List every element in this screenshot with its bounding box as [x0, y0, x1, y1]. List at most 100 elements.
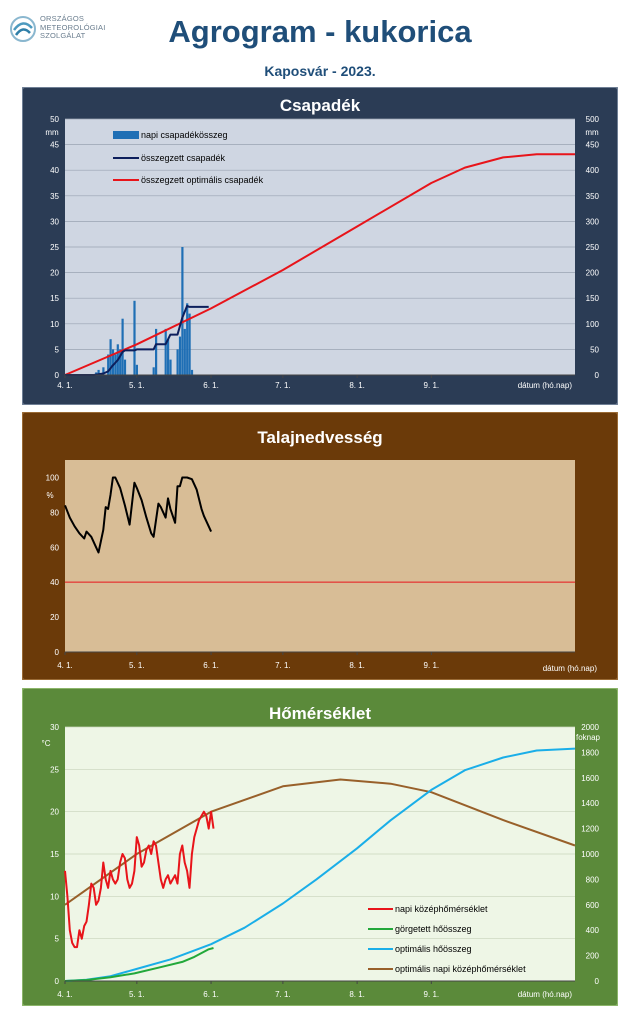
precipitation-chart: 0510152025303540455005010015020025030035… — [22, 87, 618, 405]
x-tick-label: 5. 1. — [129, 661, 145, 670]
soil-moisture-chart: 0 20 40 60 80 100 4. 1. 5. 1. 6. 1. 7. 1. 8. 1. 9. … — [22, 412, 618, 680]
page-subtitle: Kaposvár - 2023. — [264, 63, 376, 79]
left-tick-label: 15 — [50, 850, 59, 859]
left-tick-label: 60 — [50, 543, 59, 552]
rolling-heat-sum-line — [64, 947, 214, 982]
precip-bar — [123, 359, 127, 375]
precip-bar — [169, 359, 172, 375]
right-tick-label: 400 — [586, 166, 600, 175]
precip-bar — [135, 364, 138, 375]
left-tick-label: 0 — [55, 648, 60, 657]
soil-unit: % — [46, 491, 53, 500]
optimal-daily-temp-line — [64, 778, 576, 906]
right-tick-label: 350 — [586, 192, 600, 201]
right-tick-label: 800 — [586, 875, 600, 884]
x-tick-label: 9. 1. — [424, 381, 440, 390]
precip-bar — [109, 339, 112, 375]
left-tick-label: 15 — [50, 294, 59, 303]
right-tick-label: 0 — [595, 977, 600, 986]
x-tick-label: 6. 1. — [203, 990, 219, 999]
right-tick-label: 1600 — [581, 774, 599, 783]
left-tick-label: 5 — [55, 345, 60, 354]
x-tick-label: 4. 1. — [57, 990, 73, 999]
legend-daily-precip: napi csapadékösszeg — [141, 130, 228, 140]
temp-right-unit: foknap — [576, 733, 601, 742]
precip-bar — [111, 349, 115, 375]
legend-opt-precip: összegzett optimális csapadék — [141, 175, 264, 185]
left-tick-label: 5 — [55, 935, 60, 944]
legend-daily-temp: napi középhőmérséklet — [395, 904, 488, 914]
right-tick-label: 1800 — [581, 748, 599, 757]
precip-bar — [133, 300, 136, 375]
precip-bar — [183, 328, 186, 375]
x-tick-label: 6. 1. — [203, 661, 219, 670]
right-tick-label: 150 — [586, 294, 600, 303]
precip-bar — [167, 339, 170, 375]
right-tick-label: 600 — [586, 901, 600, 910]
x-tick-label: 7. 1. — [275, 381, 291, 390]
precip-bar — [152, 367, 155, 375]
right-tick-label: 0 — [595, 371, 600, 380]
left-tick-label: 25 — [50, 243, 59, 252]
left-tick-label: 0 — [55, 977, 60, 986]
left-tick-label: 45 — [50, 141, 59, 150]
precip-right-unit: mm — [585, 128, 599, 137]
precip-bar — [181, 247, 184, 375]
daily-mean-temp-line — [64, 810, 215, 949]
left-tick-label: 10 — [50, 320, 59, 329]
x-tick-label: 5. 1. — [129, 381, 145, 390]
precip-bar — [186, 303, 189, 375]
left-tick-label: 40 — [50, 166, 59, 175]
legend-rolling-heat: görgetett hőösszeg — [395, 924, 472, 934]
left-tick-label: 30 — [50, 217, 59, 226]
temp-x-label: dátum (hó.nap) — [518, 990, 573, 999]
precip-bar — [176, 349, 179, 375]
right-tick-label: 100 — [586, 320, 600, 329]
legend-opt-heat: optimális hőösszeg — [395, 944, 472, 954]
soil-moisture-line — [64, 476, 213, 554]
legend-opt-daily-temp: optimális napi középhőmérséklet — [395, 964, 526, 974]
optimal-cumulative-precip-line — [64, 153, 575, 376]
org-line-1: ORSZÁGOS — [40, 14, 85, 23]
x-tick-label: 5. 1. — [129, 990, 145, 999]
left-tick-label: 10 — [50, 892, 59, 901]
precip-bar — [188, 313, 191, 375]
temperature-chart: 0 5 10 15 20 25 30 0 200 400 600 800 1000 1200 1400 160… — [22, 688, 618, 1006]
right-tick-label: 200 — [586, 269, 600, 278]
precip-left-unit: mm — [45, 128, 59, 137]
right-tick-label: 1400 — [581, 799, 599, 808]
right-tick-label: 2000 — [581, 723, 599, 732]
right-tick-label: 1200 — [581, 825, 599, 834]
left-tick-label: 80 — [50, 508, 59, 517]
right-tick-label: 250 — [586, 243, 600, 252]
x-tick-label: 9. 1. — [424, 661, 440, 670]
right-tick-label: 500 — [586, 115, 600, 124]
right-tick-label: 450 — [586, 141, 600, 150]
temp-legend: napi középhőmérséklet görgetett hőösszeg… — [368, 904, 526, 974]
left-tick-label: 35 — [50, 192, 59, 201]
precip-bar — [114, 354, 117, 375]
x-tick-label: 4. 1. — [57, 381, 73, 390]
left-tick-label: 50 — [50, 115, 59, 124]
precip-bar — [164, 328, 167, 375]
precip-x-label: dátum (hó.nap) — [518, 381, 573, 390]
x-tick-label: 8. 1. — [349, 661, 365, 670]
right-tick-label: 200 — [586, 952, 600, 961]
legend-swatch-daily-precip — [113, 131, 139, 139]
left-tick-label: 0 — [55, 371, 60, 380]
right-tick-label: 300 — [586, 217, 600, 226]
organization-name: ORSZÁGOS METEOROLÓGIAI SZOLGÁLAT — [40, 14, 106, 41]
right-tick-label: 50 — [590, 345, 599, 354]
soil-x-label: dátum (hó.nap) — [543, 664, 598, 673]
omsz-logo-icon — [10, 16, 36, 42]
cumulative-precip-line — [65, 304, 209, 376]
page-title: Agrogram - kukorica — [168, 14, 472, 49]
x-tick-label: 8. 1. — [349, 381, 365, 390]
precip-bar — [190, 369, 194, 375]
right-tick-label: 400 — [586, 926, 600, 935]
page-header: ORSZÁGOS METEOROLÓGIAI SZOLGÁLAT Agrogra… — [0, 0, 640, 86]
x-tick-label: 8. 1. — [349, 990, 365, 999]
soil-plot-area — [65, 460, 575, 652]
precip-bar — [97, 369, 100, 375]
precip-bar — [107, 354, 110, 375]
